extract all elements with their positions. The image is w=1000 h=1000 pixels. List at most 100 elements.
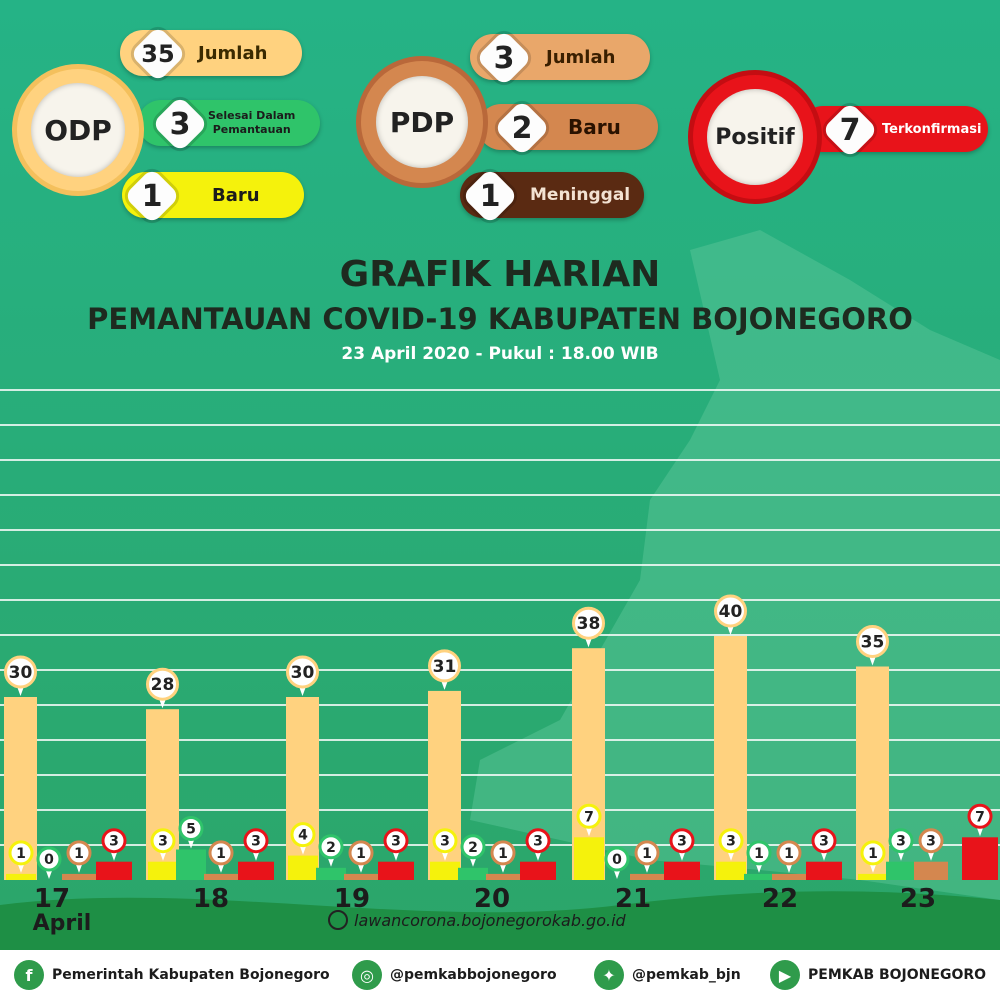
bar	[288, 855, 318, 880]
positif-value: 7	[839, 112, 861, 148]
footer-twitter[interactable]: ✦ @pemkab_bjn	[594, 960, 741, 990]
marker-circle	[66, 840, 92, 866]
marker-circle	[101, 828, 127, 854]
marker-circle	[318, 834, 344, 860]
marker-circle	[860, 840, 886, 866]
chart-title: GRAFIK HARIAN	[339, 254, 661, 295]
value-label: 3	[533, 834, 543, 850]
bar	[744, 873, 774, 880]
positif-ring-inner: Positif	[707, 89, 803, 185]
value-label: 1	[16, 846, 26, 862]
chart-subtitle: PEMANTAUAN COVID-19 KABUPATEN BOJONEGORO	[87, 302, 913, 336]
footer-instagram[interactable]: ◎ @pemkabbojonegoro	[352, 960, 557, 990]
bar	[664, 861, 700, 880]
marker-circle	[576, 803, 602, 829]
bar	[574, 837, 604, 880]
marker-circle	[718, 828, 744, 854]
footer-youtube[interactable]: ▶ PEMKAB BOJONEGORO	[770, 960, 986, 990]
value-label: 3	[440, 834, 450, 850]
value-label: 35	[861, 633, 885, 653]
bar	[520, 861, 556, 880]
footer-bar	[0, 950, 1000, 1000]
bar	[806, 861, 842, 880]
marker-circle	[918, 828, 944, 854]
odp-done-label-2: Pemantauan	[212, 123, 291, 136]
value-label: 3	[391, 834, 401, 850]
bar	[962, 837, 998, 880]
ground-wave	[0, 891, 1000, 950]
bar	[344, 873, 378, 880]
marker-circle	[178, 816, 204, 841]
marker-circle	[208, 840, 234, 866]
website-link[interactable]: lawancorona.bojonegorokab.go.id	[328, 910, 626, 930]
marker-circle	[811, 828, 837, 854]
value-label: 1	[216, 846, 226, 862]
pdp-new-label: Baru	[568, 115, 621, 139]
marker-circle	[460, 834, 486, 860]
bar	[486, 873, 520, 880]
footer-instagram-label: @pemkabbojonegoro	[390, 967, 557, 983]
value-label: 1	[74, 846, 84, 862]
value-label: 4	[298, 828, 308, 844]
pdp-total-value: 3	[493, 40, 515, 76]
marker-circle	[428, 649, 461, 683]
value-label: 2	[468, 840, 478, 856]
value-label: 2	[326, 840, 336, 856]
bar	[96, 861, 132, 880]
bar	[716, 861, 746, 880]
bar	[772, 873, 806, 880]
bar	[378, 861, 414, 880]
instagram-icon: ◎	[352, 960, 382, 990]
value-label: 28	[151, 675, 175, 695]
footer-facebook-label: Pemerintah Kabupaten Bojonegoro	[52, 967, 330, 983]
category-label: 23	[900, 884, 936, 914]
value-label: 7	[975, 809, 985, 825]
marker-circle	[146, 667, 179, 701]
value-label: 3	[677, 834, 687, 850]
bar	[630, 873, 664, 880]
category-label: 17	[34, 884, 70, 914]
odp-total-label: Jumlah	[198, 42, 268, 64]
positif-label: Positif	[715, 124, 795, 150]
pdp-ring-inner: PDP	[376, 76, 468, 168]
value-label: 3	[726, 834, 736, 850]
category-label: 19	[334, 884, 370, 914]
pdp-dead-value: 1	[479, 178, 501, 214]
marker-circle	[286, 655, 319, 689]
marker-circle	[634, 840, 660, 866]
website-url: lawancorona.bojonegorokab.go.id	[354, 910, 626, 930]
pdp-label: PDP	[389, 105, 455, 139]
month-label: April	[33, 911, 92, 936]
marker-circle	[432, 828, 458, 854]
marker-circle	[490, 840, 516, 866]
marker-circle	[348, 840, 374, 866]
marker-circle	[746, 840, 772, 866]
bar	[6, 873, 36, 880]
odp-label: ODP	[44, 113, 112, 147]
marker-circle	[150, 828, 176, 854]
marker-circle	[36, 846, 62, 872]
value-label: 1	[642, 846, 652, 862]
marker-circle	[525, 828, 551, 854]
value-label: 30	[291, 663, 315, 683]
marker-circle	[4, 655, 37, 689]
category-label: 20	[474, 884, 510, 914]
bar	[148, 861, 178, 880]
odp-new-value: 1	[141, 178, 163, 214]
footer-facebook[interactable]: f Pemerintah Kabupaten Bojonegoro	[14, 960, 330, 990]
bar	[238, 861, 274, 880]
odp-new-label: Baru	[212, 184, 260, 206]
value-label: 31	[433, 657, 457, 677]
odp-ring-inner: ODP	[31, 83, 125, 177]
marker-circle	[888, 828, 914, 854]
pdp-new-value: 2	[511, 110, 533, 146]
value-label: 5	[186, 822, 196, 838]
value-label: 0	[612, 852, 622, 868]
bar	[886, 861, 916, 880]
pdp-ring: PDP	[356, 56, 488, 188]
marker-circle	[290, 822, 316, 848]
bar	[914, 861, 948, 880]
globe-icon	[328, 910, 348, 930]
footer-twitter-label: @pemkab_bjn	[632, 967, 741, 983]
